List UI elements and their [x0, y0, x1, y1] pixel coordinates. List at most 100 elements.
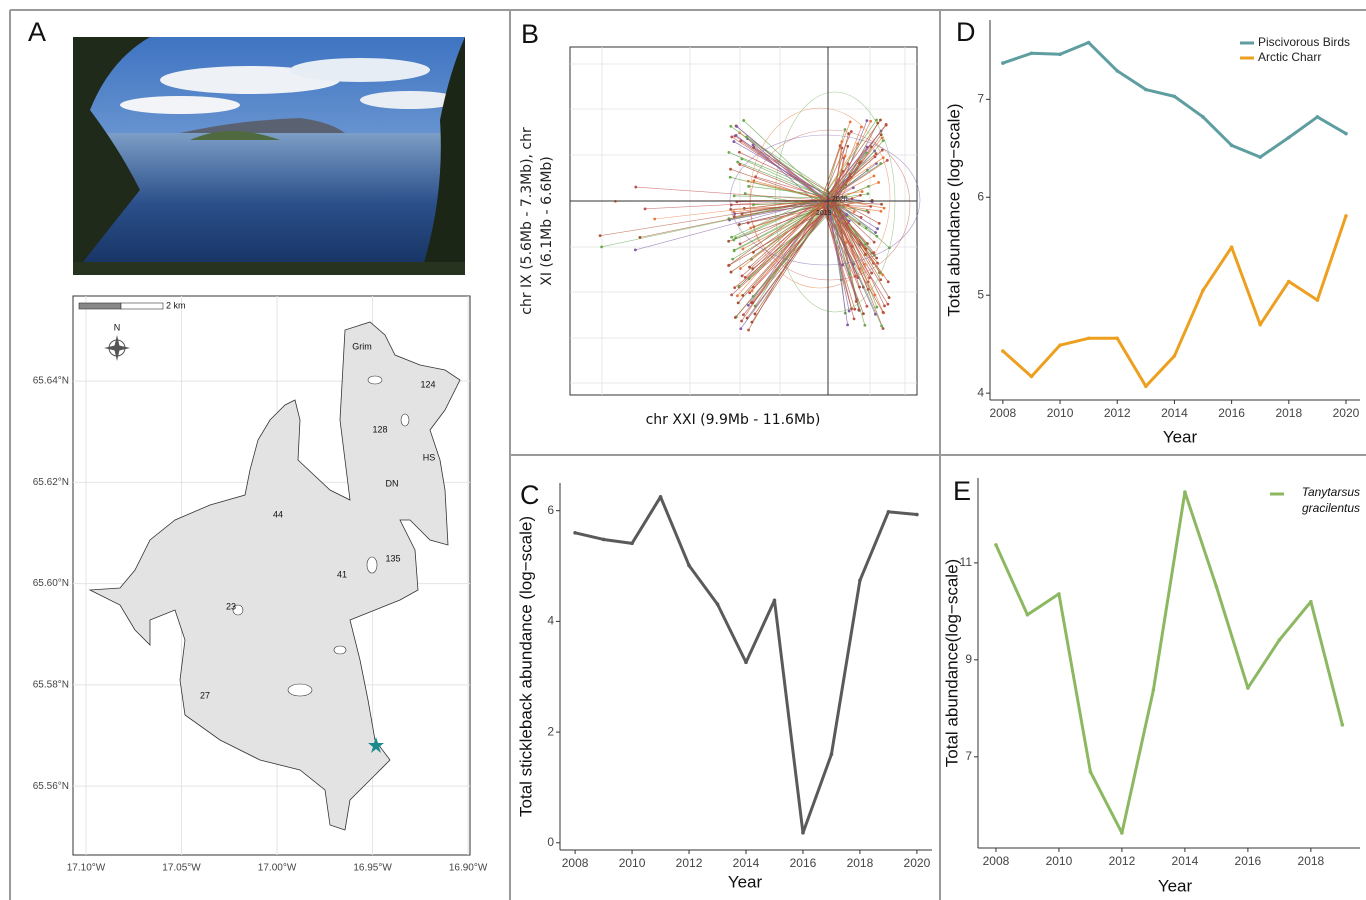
data-point — [1120, 831, 1124, 835]
ray-point — [600, 245, 603, 248]
ray-point — [752, 203, 755, 206]
x-tick-label: 17.05°W — [162, 863, 201, 874]
x-tick-label: 2008 — [983, 854, 1010, 868]
ray-point — [730, 135, 733, 138]
x-tick-label: 16.95°W — [353, 863, 392, 874]
ray-point — [873, 241, 876, 244]
y-axis-title: XI (6.1Mb - 6.6Mb) — [539, 156, 555, 286]
ray-point — [867, 185, 870, 188]
ray-point — [754, 313, 757, 316]
ray-point — [739, 267, 742, 270]
y-tick-label: 2 — [547, 724, 554, 738]
ray-point — [741, 248, 744, 251]
y-axis-title: Total abundance(log−scale) — [942, 559, 961, 767]
ray-point — [841, 147, 844, 150]
ray-point — [844, 128, 847, 131]
ray-point — [879, 162, 882, 165]
y-axis-title: Total stickleback abundance (log−scale) — [516, 516, 535, 817]
ray-point — [879, 119, 882, 122]
ray-point — [738, 163, 741, 166]
site-label: 41 — [337, 569, 347, 579]
ray-point — [745, 136, 748, 139]
x-axis-title: Year — [728, 872, 763, 891]
data-point — [687, 564, 691, 568]
panel-letter: C — [520, 480, 540, 510]
x-tick-label: 2016 — [1218, 406, 1245, 420]
data-point — [1201, 289, 1205, 293]
ray-point — [882, 327, 885, 330]
panel-letter: D — [956, 17, 976, 47]
ray-point — [747, 329, 750, 332]
ray-point — [733, 286, 736, 289]
ray-point — [853, 317, 856, 320]
y-tick-label: 65.62°N — [33, 477, 69, 488]
ray-point — [736, 161, 739, 164]
data-point — [1026, 613, 1030, 617]
ray-point — [859, 194, 862, 197]
x-tick-label: 2008 — [990, 406, 1017, 420]
ray-point — [888, 296, 891, 299]
ray-point — [846, 324, 849, 327]
ray-point — [730, 271, 733, 274]
data-point — [1183, 490, 1187, 494]
ray-point — [739, 243, 742, 246]
data-line — [996, 492, 1342, 833]
y-axis-title: chr IX (5.6Mb - 7.3Mb), chr — [519, 127, 535, 315]
ray-point — [848, 220, 851, 223]
ray-point — [848, 310, 851, 313]
ray-point — [742, 313, 745, 316]
ray-point — [732, 239, 735, 242]
ray-point — [878, 222, 881, 225]
data-point — [1173, 354, 1177, 358]
ray-point — [875, 306, 878, 309]
data-point — [1316, 115, 1320, 119]
ray-point — [736, 294, 739, 297]
ray-point — [873, 175, 876, 178]
ray-point — [885, 124, 888, 127]
pca-plot: 2020 2018 chr XXI (9.9Mb - 11.6Mb) chr I… — [519, 47, 920, 428]
data-line — [575, 497, 917, 833]
ray-point — [852, 186, 855, 189]
data-point — [801, 831, 805, 835]
ray-point — [844, 155, 847, 158]
ray-point — [737, 301, 740, 304]
ray-point — [734, 316, 737, 319]
ray-point — [853, 210, 856, 213]
x-axis-title: Year — [1163, 427, 1198, 446]
ray-point — [864, 253, 867, 256]
ray-point — [738, 285, 741, 288]
x-tick-label: 2014 — [1161, 406, 1188, 420]
ray-point — [872, 251, 875, 254]
ray-point — [867, 192, 870, 195]
ray-point — [882, 311, 885, 314]
data-point — [830, 752, 834, 756]
data-point — [1258, 155, 1262, 159]
x-tick-label: 2012 — [1104, 406, 1131, 420]
year-label: 2020 — [832, 196, 848, 203]
data-point — [1344, 132, 1348, 136]
x-tick-label: 2014 — [733, 856, 760, 870]
ray-point — [728, 264, 731, 267]
x-tick-label: 2012 — [1109, 854, 1136, 868]
ray-point — [862, 312, 865, 315]
ray-point — [887, 280, 890, 283]
ray-point — [728, 151, 731, 154]
x-tick-label: 16.90°W — [449, 863, 488, 874]
ray-point — [747, 304, 750, 307]
ray-point — [747, 185, 750, 188]
ray-point — [874, 313, 877, 316]
data-point — [602, 538, 606, 542]
ray-point — [867, 288, 870, 291]
data-point — [1287, 136, 1291, 140]
ray-point — [752, 295, 755, 298]
x-tick-label: 2018 — [1298, 854, 1325, 868]
ray-point — [881, 136, 884, 139]
data-point — [915, 513, 919, 517]
panel-letter: B — [521, 19, 539, 49]
year-label: 2018 — [816, 210, 832, 217]
ray-point — [874, 231, 877, 234]
site-label: DN — [386, 478, 399, 488]
ray-point — [742, 119, 745, 122]
ray-point — [741, 274, 744, 277]
x-axis-title: Year — [1158, 876, 1193, 895]
